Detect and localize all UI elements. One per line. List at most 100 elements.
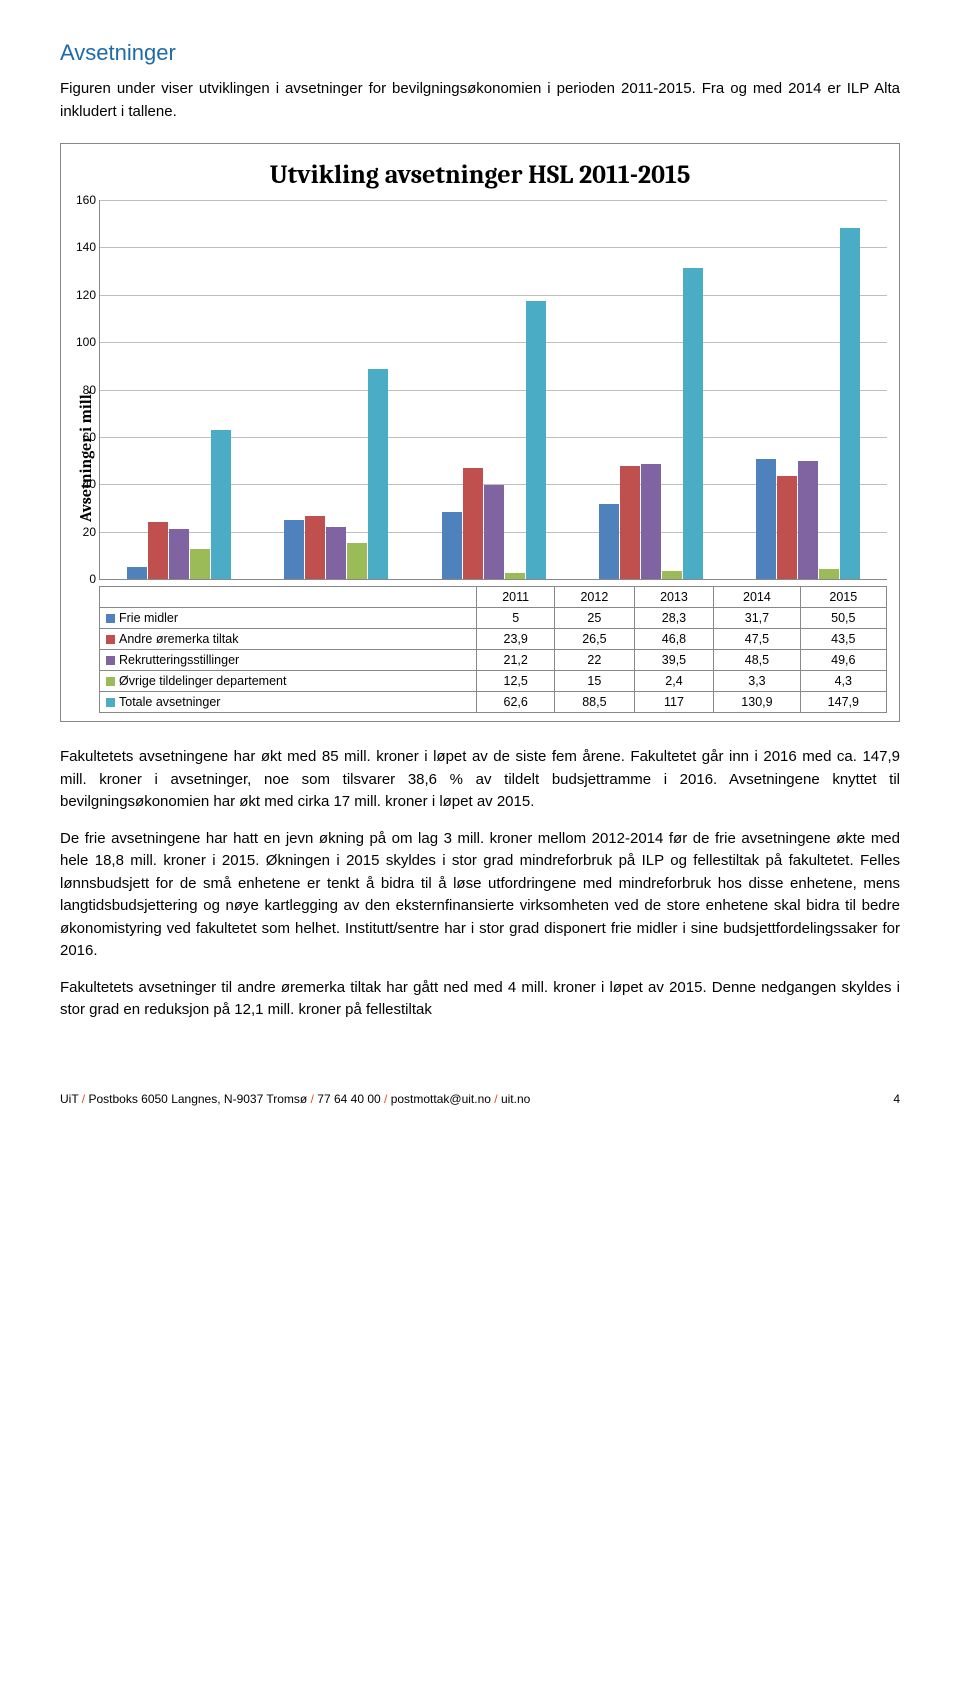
series-name: Frie midler bbox=[119, 611, 178, 625]
footer-part: uit.no bbox=[501, 1092, 530, 1106]
footer-part: Postboks 6050 Langnes, N-9037 Tromsø bbox=[88, 1092, 307, 1106]
table-row-label: Andre øremerka tiltak bbox=[100, 629, 477, 650]
table-cell: 50,5 bbox=[800, 608, 886, 629]
table-cell: 31,7 bbox=[714, 608, 800, 629]
table-row: Øvrige tildelinger departement 12,5152,43… bbox=[100, 671, 887, 692]
table-row-label: Totale avsetninger bbox=[100, 692, 477, 713]
bar bbox=[211, 430, 231, 579]
table-cell: 43,5 bbox=[800, 629, 886, 650]
table-header-cell: 2014 bbox=[714, 587, 800, 608]
footer-part: 77 64 40 00 bbox=[317, 1092, 380, 1106]
page-number: 4 bbox=[893, 1092, 900, 1106]
y-tick-label: 100 bbox=[76, 335, 96, 349]
table-cell: 39,5 bbox=[634, 650, 714, 671]
table-cell: 21,2 bbox=[477, 650, 555, 671]
y-tick-label: 120 bbox=[76, 288, 96, 302]
bar bbox=[641, 464, 661, 579]
bar bbox=[840, 228, 860, 579]
body-paragraph: De frie avsetningene har hatt en jevn øk… bbox=[60, 828, 900, 963]
footer-separator: / bbox=[307, 1092, 317, 1106]
table-cell: 49,6 bbox=[800, 650, 886, 671]
table-row-label: Rekrutteringsstillinger bbox=[100, 650, 477, 671]
table-row: Rekrutteringsstillinger 21,22239,548,549,… bbox=[100, 650, 887, 671]
legend-marker bbox=[106, 614, 115, 623]
table-row: Andre øremerka tiltak 23,926,546,847,543,… bbox=[100, 629, 887, 650]
table-cell: 147,9 bbox=[800, 692, 886, 713]
table-cell: 2,4 bbox=[634, 671, 714, 692]
series-name: Rekrutteringsstillinger bbox=[119, 653, 239, 667]
footer-separator: / bbox=[491, 1092, 501, 1106]
table-cell: 25 bbox=[555, 608, 635, 629]
bar bbox=[284, 520, 304, 579]
bar bbox=[620, 466, 640, 579]
chart-container: Utvikling avsetninger HSL 2011-2015 Avse… bbox=[60, 143, 900, 722]
bar bbox=[368, 369, 388, 579]
table-cell: 12,5 bbox=[477, 671, 555, 692]
table-cell: 28,3 bbox=[634, 608, 714, 629]
y-tick-label: 80 bbox=[83, 383, 96, 397]
series-name: Øvrige tildelinger departement bbox=[119, 674, 286, 688]
bar bbox=[127, 567, 147, 579]
table-header-cell: 2012 bbox=[555, 587, 635, 608]
table-header-cell: 2015 bbox=[800, 587, 886, 608]
bar bbox=[148, 522, 168, 579]
y-tick-label: 140 bbox=[76, 240, 96, 254]
series-name: Totale avsetninger bbox=[119, 695, 220, 709]
table-row: Totale avsetninger 62,688,5117130,9147,9 bbox=[100, 692, 887, 713]
bar-group bbox=[100, 200, 257, 579]
table-cell: 4,3 bbox=[800, 671, 886, 692]
y-tick-label: 40 bbox=[83, 477, 96, 491]
series-name: Andre øremerka tiltak bbox=[119, 632, 238, 646]
bar bbox=[463, 468, 483, 579]
bar bbox=[756, 459, 776, 579]
footer-separator: / bbox=[381, 1092, 391, 1106]
bar bbox=[798, 461, 818, 579]
table-header-cell: 2013 bbox=[634, 587, 714, 608]
table-cell: 3,3 bbox=[714, 671, 800, 692]
table-cell: 62,6 bbox=[477, 692, 555, 713]
legend-marker bbox=[106, 635, 115, 644]
bar bbox=[819, 569, 839, 579]
table-cell: 88,5 bbox=[555, 692, 635, 713]
table-cell: 15 bbox=[555, 671, 635, 692]
chart-data-table: 20112012201320142015 Frie midler 52528,331… bbox=[99, 586, 887, 713]
table-cell: 117 bbox=[634, 692, 714, 713]
footer-part: postmottak@uit.no bbox=[391, 1092, 491, 1106]
y-tick-label: 160 bbox=[76, 193, 96, 207]
bar bbox=[190, 549, 210, 579]
table-cell: 46,8 bbox=[634, 629, 714, 650]
table-cell: 26,5 bbox=[555, 629, 635, 650]
table-cell: 47,5 bbox=[714, 629, 800, 650]
bar bbox=[526, 301, 546, 579]
table-row-label: Frie midler bbox=[100, 608, 477, 629]
body-paragraph: Fakultetets avsetninger til andre øremer… bbox=[60, 977, 900, 1022]
table-row-label: Øvrige tildelinger departement bbox=[100, 671, 477, 692]
y-tick-label: 60 bbox=[83, 430, 96, 444]
bar-group bbox=[257, 200, 414, 579]
table-cell: 130,9 bbox=[714, 692, 800, 713]
table-header-cell: 2011 bbox=[477, 587, 555, 608]
bar bbox=[326, 527, 346, 579]
page-footer: UiT / Postboks 6050 Langnes, N-9037 Trom… bbox=[60, 1092, 900, 1106]
bar bbox=[683, 268, 703, 579]
plot-area: 020406080100120140160 bbox=[99, 200, 887, 580]
section-title: Avsetninger bbox=[60, 40, 900, 66]
y-tick-label: 20 bbox=[83, 525, 96, 539]
bar bbox=[505, 573, 525, 579]
body-paragraph: Fakultetets avsetningene har økt med 85 … bbox=[60, 746, 900, 814]
table-cell: 22 bbox=[555, 650, 635, 671]
legend-marker bbox=[106, 656, 115, 665]
legend-marker bbox=[106, 677, 115, 686]
bar bbox=[442, 512, 462, 579]
bar-group bbox=[730, 200, 887, 579]
bar bbox=[599, 504, 619, 579]
table-cell: 5 bbox=[477, 608, 555, 629]
bar bbox=[347, 543, 367, 579]
footer-separator: / bbox=[78, 1092, 88, 1106]
table-cell: 48,5 bbox=[714, 650, 800, 671]
table-cell: 23,9 bbox=[477, 629, 555, 650]
bar bbox=[169, 529, 189, 579]
bar-group bbox=[415, 200, 572, 579]
y-tick-label: 0 bbox=[89, 572, 96, 586]
y-tick-labels: 020406080100120140160 bbox=[66, 200, 96, 579]
